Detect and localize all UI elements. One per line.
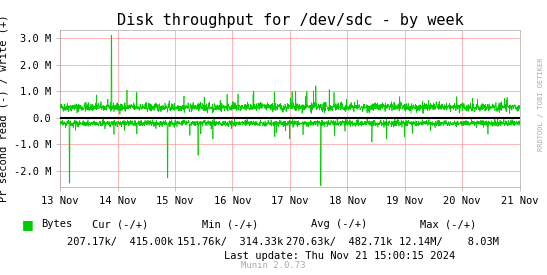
Text: Last update: Thu Nov 21 15:00:15 2024: Last update: Thu Nov 21 15:00:15 2024 (224, 251, 455, 261)
Text: Munin 2.0.73: Munin 2.0.73 (241, 260, 306, 270)
Text: RRDTOOL / TOBI OETIKER: RRDTOOL / TOBI OETIKER (538, 58, 544, 151)
Text: 207.17k/  415.00k: 207.17k/ 415.00k (67, 237, 173, 247)
Text: Max (-/+): Max (-/+) (421, 219, 476, 229)
Text: ■: ■ (22, 218, 33, 231)
Text: Min (-/+): Min (-/+) (202, 219, 258, 229)
Text: Bytes: Bytes (41, 219, 72, 229)
Title: Disk throughput for /dev/sdc - by week: Disk throughput for /dev/sdc - by week (117, 13, 463, 28)
Text: 270.63k/  482.71k: 270.63k/ 482.71k (286, 237, 392, 247)
Text: 12.14M/    8.03M: 12.14M/ 8.03M (399, 237, 498, 247)
Y-axis label: Pr second read (-) / write (+): Pr second read (-) / write (+) (0, 15, 8, 202)
Text: 151.76k/  314.33k: 151.76k/ 314.33k (177, 237, 283, 247)
Text: Avg (-/+): Avg (-/+) (311, 219, 367, 229)
Text: Cur (-/+): Cur (-/+) (92, 219, 148, 229)
